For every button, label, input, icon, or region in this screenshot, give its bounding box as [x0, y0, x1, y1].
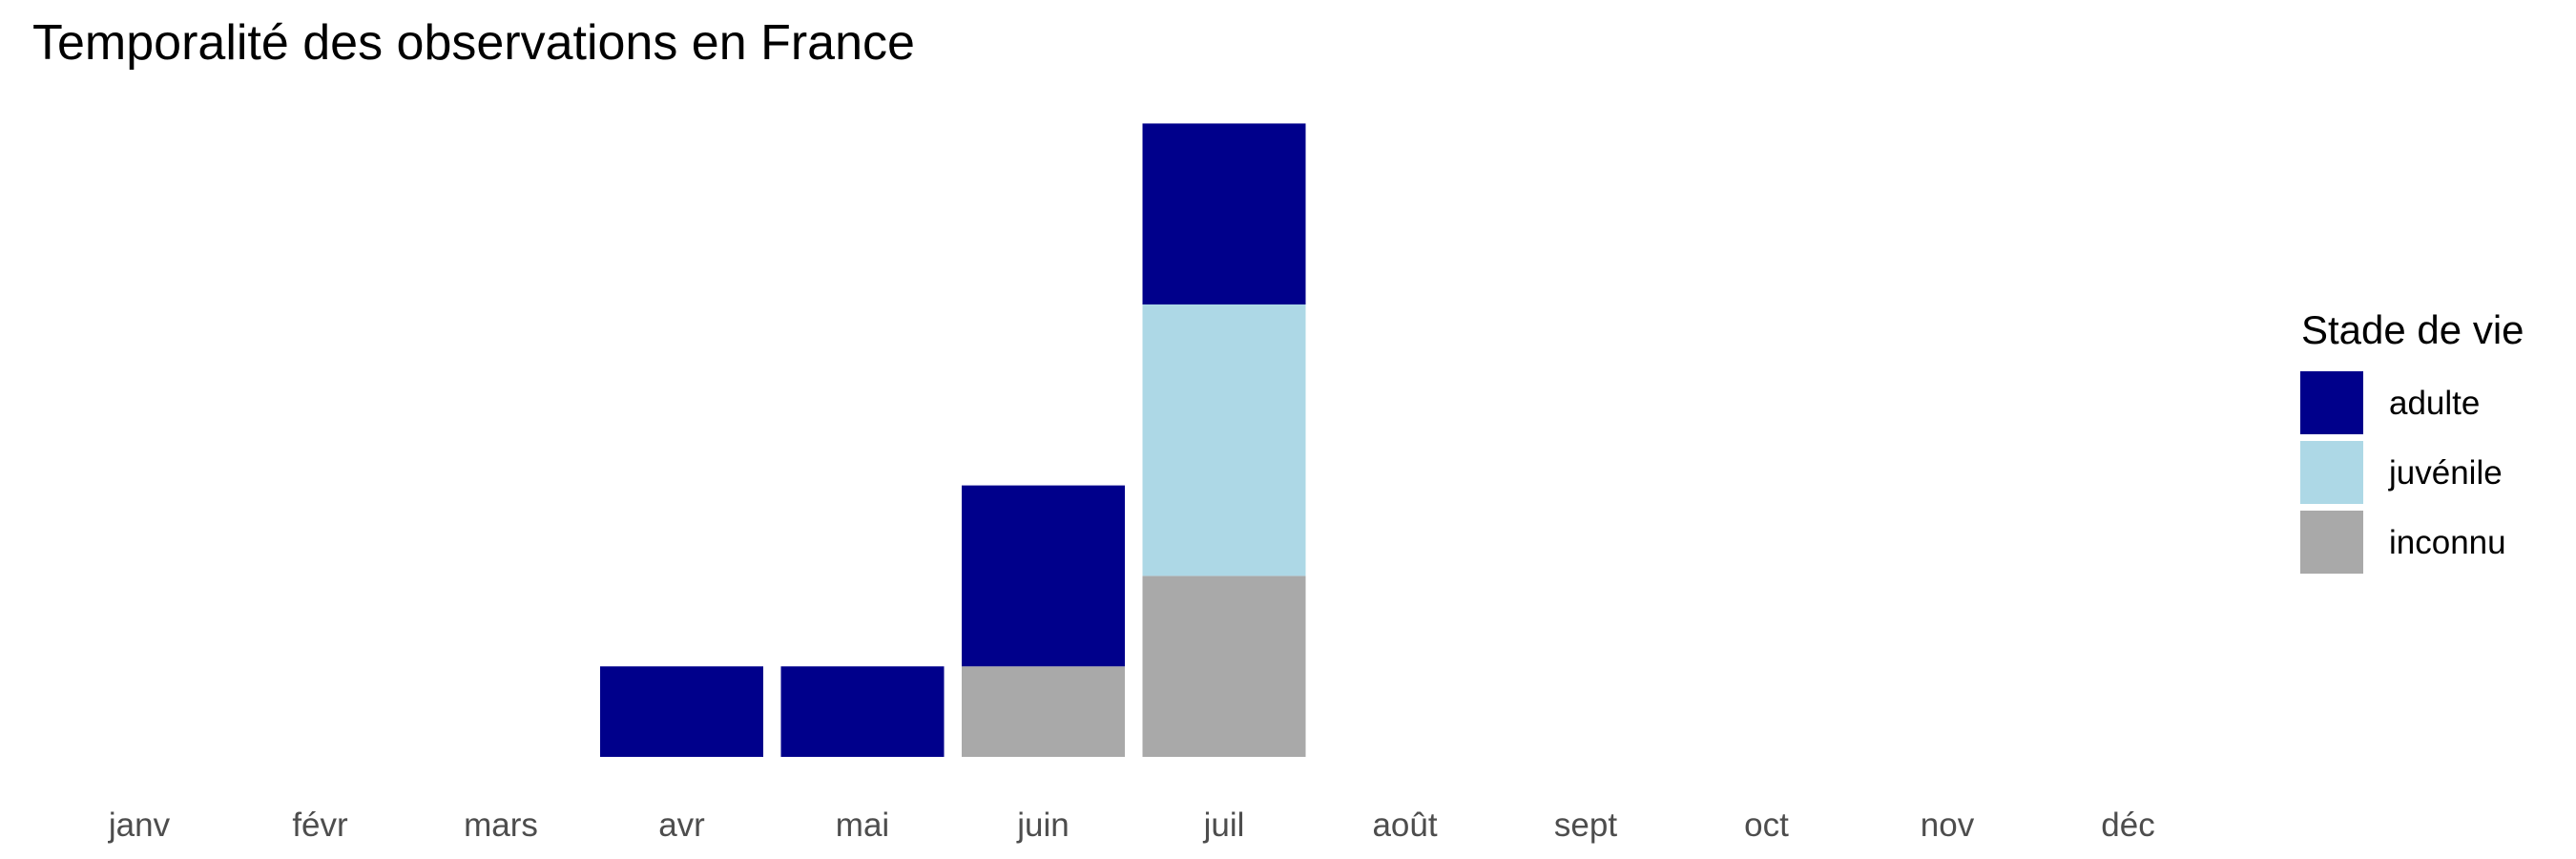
chart-title: Temporalité des observations en France: [32, 15, 915, 71]
bar-mai-adulte: [780, 666, 945, 757]
legend-title: Stade de vie: [2301, 307, 2524, 352]
x-tick-label: déc: [2101, 807, 2154, 844]
x-tick-label: avr: [658, 807, 705, 844]
legend: Stade de vie adulte juvénile inconnu: [2300, 307, 2524, 574]
x-tick-label: oct: [1744, 807, 1789, 844]
bar-juil-adulte: [1142, 123, 1306, 304]
bar-juin-adulte: [962, 485, 1125, 667]
legend-key-juvénile: [2300, 441, 2363, 504]
legend-label-adulte: adulte: [2389, 385, 2480, 422]
bar-avr-adulte: [600, 666, 763, 757]
x-tick-label: juil: [1203, 807, 1245, 844]
bar-juin-inconnu: [962, 666, 1125, 757]
legend-key-inconnu: [2300, 511, 2363, 574]
legend-label-juvénile: juvénile: [2388, 454, 2503, 492]
legend-label-inconnu: inconnu: [2389, 524, 2506, 561]
x-tick-label: févr: [292, 807, 348, 844]
x-tick-label: mars: [464, 807, 538, 844]
x-tick-label: sept: [1554, 807, 1617, 844]
x-tick-label: août: [1372, 807, 1437, 844]
x-tick-label: nov: [1921, 807, 1975, 844]
bar-juil-inconnu: [1142, 576, 1306, 757]
bars: [600, 123, 1306, 757]
bar-juil-juvénile: [1142, 304, 1306, 576]
legend-key-adulte: [2300, 371, 2363, 434]
x-tick-label: janv: [108, 807, 171, 844]
x-tick-label: juin: [1016, 807, 1069, 844]
x-tick-label: mai: [836, 807, 889, 844]
x-axis-ticks: janv févr mars avr mai juin juil août sept oct nov…: [108, 807, 2155, 844]
